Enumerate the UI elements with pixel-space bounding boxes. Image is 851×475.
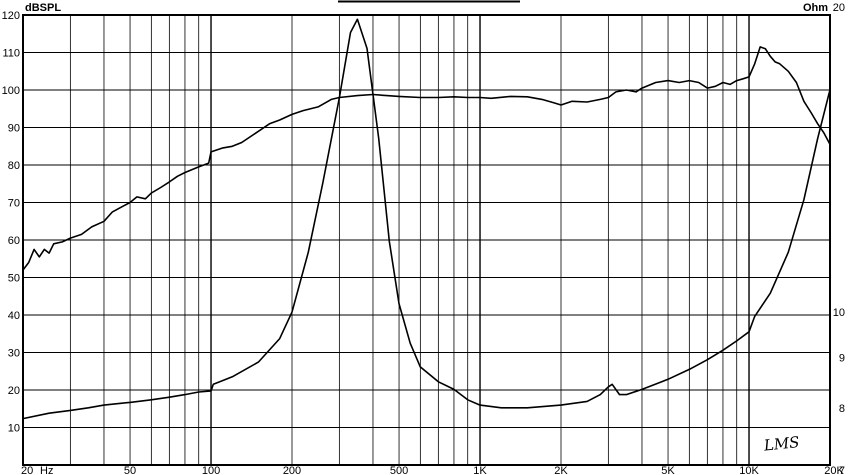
spl-curve (22, 46, 831, 271)
x-tick-label: 200 (283, 465, 301, 475)
y-left-tick-label: 90 (8, 123, 20, 135)
y-left-tick-label: 60 (8, 235, 20, 247)
y-right-tick-label: 8 (839, 403, 845, 415)
y-left-tick-label: 120 (2, 10, 20, 22)
left-axis-label: dBSPL (25, 2, 61, 14)
x-unit-label: Hz (40, 465, 53, 475)
y-right-tick-label: 20 (833, 2, 845, 14)
y-left-tick-label: 80 (8, 160, 20, 172)
y-left-tick-label: 40 (8, 310, 20, 322)
x-tick-label: 20K (824, 465, 844, 475)
x-tick-label: 5K (661, 465, 675, 475)
x-tick-label: 50 (124, 465, 136, 475)
y-left-tick-label: 30 (8, 348, 20, 360)
lms-logo: LMS (762, 433, 800, 455)
impedance-curve (22, 18, 831, 420)
y-left-tick-label: 70 (8, 198, 20, 210)
y-left-tick-label: 100 (2, 85, 20, 97)
x-tick-label: 2K (554, 465, 568, 475)
series-group (22, 18, 831, 420)
x-tick-label: 20 (21, 465, 33, 475)
x-tick-label: 500 (390, 465, 408, 475)
y-left-tick-label: 110 (2, 48, 20, 60)
x-tick-label: 100 (202, 465, 220, 475)
y-left-tick-label: 20 (8, 385, 20, 397)
y-right-tick-label: 10 (833, 307, 845, 319)
x-tick-label: 10K (739, 465, 759, 475)
y-right-tick-label: 7 (839, 465, 845, 475)
x-tick-label: 1K (473, 465, 487, 475)
y-left-tick-label: 10 (8, 423, 20, 435)
y-right-tick-label: 9 (839, 352, 845, 364)
plot-frame (22, 14, 831, 466)
y-left-tick-label: 50 (8, 273, 20, 285)
right-axis-label: Ohm (803, 2, 828, 14)
